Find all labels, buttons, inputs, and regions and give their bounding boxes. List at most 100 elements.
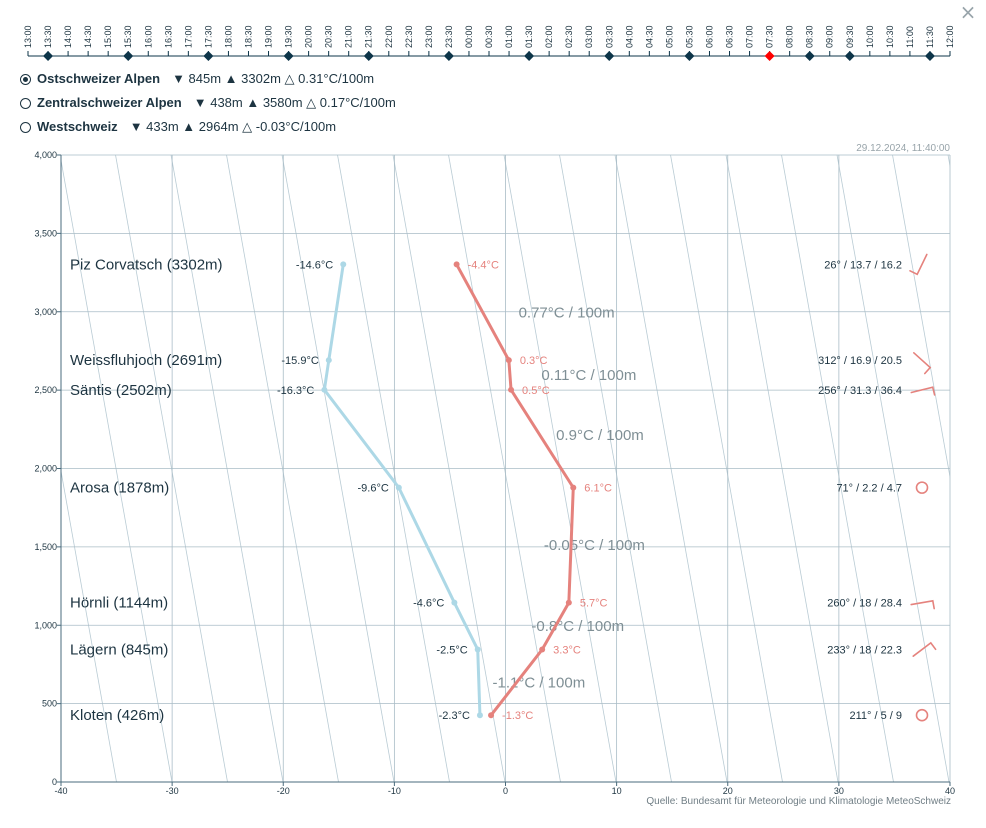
lapse-rate-label: 0.9°C / 100m [556, 427, 644, 444]
dewpoint-point[interactable] [476, 712, 483, 719]
timeline-label: 02:00 [544, 25, 554, 48]
timeline-label: 15:00 [103, 25, 113, 48]
temperature-label: 0.3°C [520, 355, 548, 367]
temperature-point[interactable] [488, 712, 495, 719]
temp-profile-chart: -40 -30 -20 -10 0 10 20 30 40 0 500 1,000 1,500 2,000… [0, 143, 955, 807]
wind-barb-icon [912, 641, 937, 657]
region-option[interactable]: Zentralschweizer Alpen ▼ 438m ▲ 3580m △ 0… [20, 93, 396, 113]
wind-barb-icon [909, 253, 928, 276]
timeline-label: 04:30 [644, 25, 654, 48]
wind-label: 233° / 18 / 22.3 [827, 645, 902, 657]
x-tick-label: 20 [723, 786, 733, 796]
isotherm-line [947, 155, 950, 169]
dewpoint-point[interactable] [474, 646, 481, 653]
timeline-label: 13:30 [43, 25, 53, 48]
timeline-marker[interactable] [924, 51, 935, 61]
timeline-label: 02:30 [564, 25, 574, 48]
lapse-rate-label: -0.8°C / 100m [531, 618, 624, 635]
temperature-point[interactable] [453, 261, 460, 268]
timeline-label: 16:00 [143, 25, 153, 48]
lapse-rate-label: 0.11°C / 100m [541, 367, 636, 384]
calm-wind-icon [915, 708, 929, 722]
timeline-slider[interactable]: 13:00 13:30 14:00 14:30 15:00 15:30 16:00 16:30… [23, 25, 955, 61]
source-credit: Quelle: Bundesamt für Meteorologie und K… [646, 796, 951, 807]
timeline-marker[interactable] [43, 51, 54, 61]
region-stats: ▼ 433m ▲ 2964m △ -0.03°C/100m [129, 119, 337, 134]
radio-button[interactable] [20, 121, 31, 133]
timeline-marker[interactable] [684, 51, 695, 61]
region-stats: ▼ 845m ▲ 3302m △ 0.31°C/100m [172, 71, 375, 86]
timeline-marker-selected[interactable] [764, 51, 775, 61]
timeline-label: 09:30 [845, 25, 855, 48]
x-tick-label: 10 [612, 786, 622, 796]
timeline-label: 12:00 [945, 25, 955, 48]
temperature-point[interactable] [565, 599, 572, 606]
x-tick-label: 0 [503, 786, 508, 796]
timeline-marker[interactable] [804, 51, 815, 61]
y-tick-label: 1,500 [34, 542, 57, 552]
timeline-label: 21:30 [364, 25, 374, 48]
close-button[interactable]: × [959, 0, 977, 24]
timeline-label: 04:00 [624, 25, 634, 48]
radio-button[interactable] [20, 97, 31, 109]
dewpoint-label: -15.9°C [281, 355, 318, 367]
dewpoint-label: -14.6°C [296, 259, 333, 271]
temperature-point[interactable] [505, 357, 512, 364]
radio-button[interactable] [20, 73, 31, 85]
wind-label: 71° / 2.2 / 4.7 [836, 483, 902, 495]
timeline-label: 06:30 [725, 25, 735, 48]
dewpoint-point[interactable] [325, 357, 332, 364]
timeline-label: 22:30 [404, 25, 414, 48]
dewpoint-point[interactable] [395, 484, 402, 491]
timeline-label: 00:30 [484, 25, 494, 48]
timeline-marker[interactable] [604, 51, 615, 61]
timeline-marker[interactable] [524, 51, 535, 61]
timeline-label: 15:30 [123, 25, 133, 48]
temperature-label: 0.5°C [522, 385, 550, 397]
temperature-point[interactable] [539, 646, 546, 653]
timeline-label: 23:00 [424, 25, 434, 48]
region-name: Zentralschweizer Alpen [37, 95, 182, 110]
timeline-label: 19:30 [284, 25, 294, 48]
timeline-marker[interactable] [123, 51, 134, 61]
dewpoint-point[interactable] [321, 386, 328, 393]
dewpoint-label: -2.5°C [436, 645, 467, 657]
x-tick-label: -40 [54, 786, 67, 796]
temperature-label: -1.3°C [502, 710, 533, 722]
isotherm-line [0, 155, 6, 782]
temperature-point[interactable] [508, 386, 515, 393]
temperature-label: 3.3°C [553, 645, 581, 657]
calm-wind-icon [915, 481, 929, 494]
timeline-marker[interactable] [363, 51, 374, 61]
y-tick-label: 1,000 [34, 620, 57, 630]
temperature-point[interactable] [570, 484, 577, 491]
region-option[interactable]: Westschweiz ▼ 433m ▲ 2964m △ -0.03°C/100m [20, 117, 336, 137]
wind-label: 26° / 13.7 / 16.2 [824, 259, 902, 271]
timeline-label: 01:00 [504, 25, 514, 48]
x-tick-label: -30 [166, 786, 179, 796]
timeline-marker[interactable] [203, 51, 214, 61]
timeline-label: 01:30 [524, 25, 534, 48]
timeline-label: 08:30 [805, 25, 815, 48]
wind-barb-icon [910, 386, 936, 396]
timeline-label: 19:00 [264, 25, 274, 48]
x-tick-label: 40 [945, 786, 955, 796]
dewpoint-label: -2.3°C [439, 710, 470, 722]
y-tick-label: 3,500 [34, 228, 57, 238]
timeline-label: 18:30 [243, 25, 253, 48]
timeline-label: 06:00 [704, 25, 714, 48]
grid: -40 -30 -20 -10 0 10 20 30 40 0 500 1,000 1,500 2,000… [34, 150, 955, 796]
lapse-rate-label: -1.1°C / 100m [492, 674, 585, 691]
chart-timestamp: 29.12.2024, 11:40:00 [856, 143, 950, 154]
y-tick-label: 500 [42, 699, 57, 709]
timeline-marker[interactable] [844, 51, 855, 61]
timeline-label: 08:00 [785, 25, 795, 48]
timeline-label: 11:30 [925, 26, 935, 48]
wind-label: 312° / 16.9 / 20.5 [818, 355, 902, 367]
temperature-label: 6.1°C [584, 483, 612, 495]
dewpoint-point[interactable] [451, 599, 458, 606]
timeline-marker[interactable] [443, 51, 454, 61]
dewpoint-point[interactable] [340, 261, 347, 268]
region-option[interactable]: Ostschweizer Alpen ▼ 845m ▲ 3302m △ 0.31°… [20, 69, 374, 89]
timeline-marker[interactable] [283, 51, 294, 61]
